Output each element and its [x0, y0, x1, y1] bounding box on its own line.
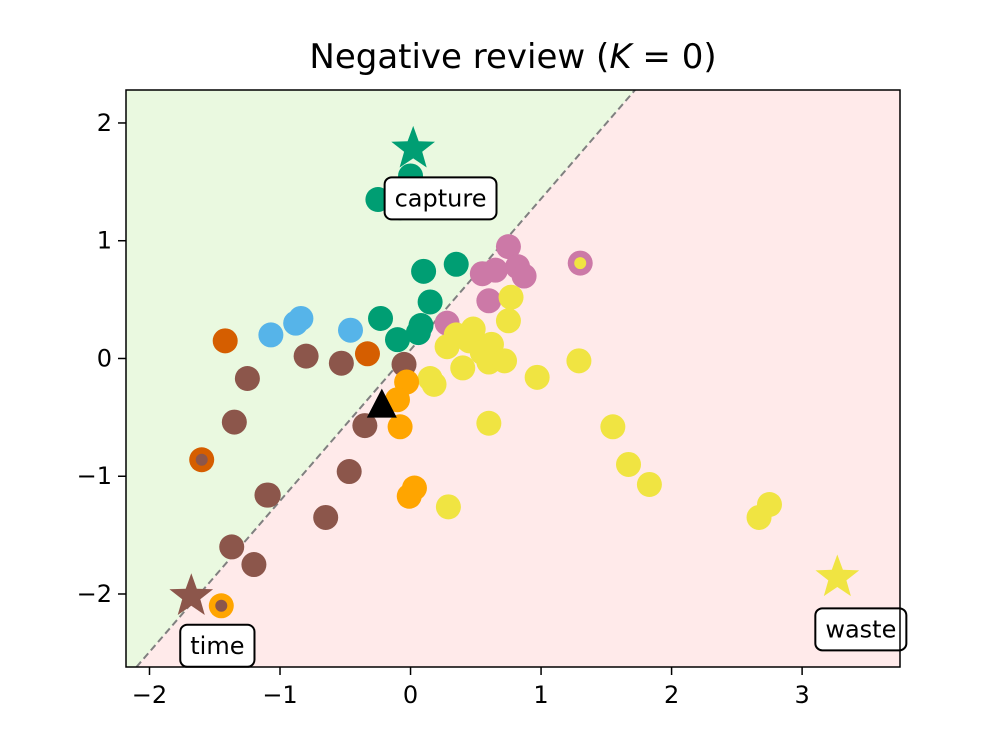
y-tick-label: 1: [97, 227, 112, 255]
data-point: [492, 348, 518, 374]
x-tick-label: 2: [664, 681, 679, 709]
annotation-label: capture: [395, 184, 487, 212]
data-point: [352, 413, 378, 439]
data-point-center: [574, 257, 587, 270]
data-point: [411, 258, 437, 284]
data-point: [421, 371, 447, 397]
data-point: [336, 459, 362, 485]
data-point: [328, 350, 354, 376]
data-point: [476, 288, 502, 314]
data-point: [221, 409, 247, 435]
data-point: [258, 322, 284, 348]
data-point: [450, 355, 476, 381]
data-point: [616, 451, 642, 477]
data-point: [354, 341, 380, 367]
data-point: [396, 483, 422, 509]
data-point: [495, 234, 521, 260]
data-point: [368, 305, 394, 331]
data-point: [600, 414, 626, 440]
annotation-frame: [383, 176, 498, 221]
star-marker: [169, 573, 214, 615]
data-point: [387, 414, 413, 440]
x-tick-label: −2: [132, 681, 167, 709]
x-tick-label: −1: [262, 681, 297, 709]
decision-boundary: [135, 90, 636, 667]
data-point: [495, 308, 521, 334]
data-point: [498, 284, 524, 310]
star-marker: [815, 554, 860, 597]
annotation-box: time: [179, 623, 256, 668]
y-axis: −2 −1 0 1 2: [77, 109, 126, 608]
data-point-center: [215, 599, 228, 612]
data-point: [384, 327, 410, 353]
plot-frame: [125, 89, 901, 668]
data-point: [234, 366, 260, 391]
data-point: [636, 471, 662, 497]
data-point: [443, 251, 469, 277]
x-tick-label: 3: [794, 681, 809, 709]
annotation-label: time: [190, 632, 244, 660]
data-point: [476, 410, 502, 436]
chart-title: Negative review (K = 0): [309, 37, 716, 77]
y-tick-label: −2: [77, 580, 112, 608]
title-variable: K: [609, 37, 634, 77]
title-suffix: = 0): [632, 37, 717, 77]
data-point: [435, 494, 461, 520]
data-point: [405, 320, 431, 346]
data-point: [460, 316, 486, 342]
triangle-marker: [366, 388, 397, 418]
x-axis: −2 −1 0 1 2 3: [132, 667, 810, 709]
data-point: [434, 334, 460, 360]
data-point: [219, 534, 245, 560]
data-marks: [169, 125, 860, 619]
data-point: [384, 387, 410, 413]
data-point: [288, 305, 314, 331]
data-point: [212, 328, 238, 354]
y-tick-label: −1: [77, 462, 112, 490]
title-prefix: Negative review (: [309, 37, 609, 77]
data-point: [482, 257, 508, 283]
data-point: [566, 348, 592, 374]
data-point: [417, 289, 443, 315]
data-point: [524, 364, 550, 390]
data-point: [756, 491, 782, 517]
annotations: capture time waste: [179, 176, 908, 668]
y-tick-label: 0: [97, 344, 112, 372]
annotation-box: waste: [814, 607, 908, 652]
y-tick-label: 2: [97, 109, 112, 137]
x-tick-label: 0: [403, 681, 418, 709]
star-marker: [391, 125, 435, 168]
annotation-label: waste: [825, 615, 896, 643]
data-point: [241, 552, 267, 578]
data-point: [313, 504, 339, 530]
annotation-box: capture: [383, 176, 498, 221]
annotation-frame: [814, 607, 908, 652]
data-point: [337, 317, 363, 343]
x-tick-label: 1: [533, 681, 548, 709]
data-point-center: [195, 453, 208, 466]
data-point: [255, 482, 281, 508]
data-point: [293, 343, 319, 369]
data-point: [511, 263, 537, 289]
